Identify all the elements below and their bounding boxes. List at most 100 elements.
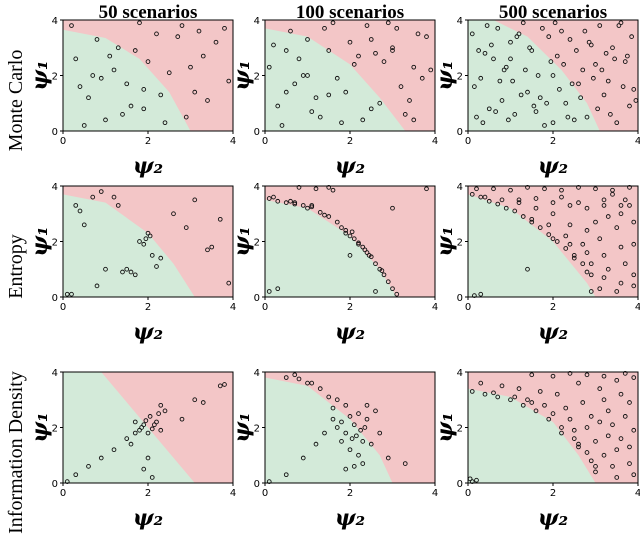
scenario-point: [179, 23, 185, 28]
x-axis-label: ψ₂: [538, 505, 568, 531]
scenario-point: [69, 23, 74, 28]
scenario-point: [576, 185, 581, 190]
scenario-point: [582, 28, 588, 34]
scenario-point: [631, 272, 637, 278]
scenario-point: [326, 48, 332, 53]
x-tick-label: 4: [432, 302, 438, 313]
scenario-point: [518, 92, 524, 98]
scenario-point: [559, 194, 564, 200]
scenario-point: [373, 50, 378, 56]
scenario-point: [149, 253, 155, 258]
scenario-point: [120, 111, 125, 117]
scenario-point: [326, 214, 332, 219]
scenario-point: [158, 427, 164, 433]
scenario-point: [480, 120, 486, 126]
scenario-point: [586, 39, 592, 45]
scenario-point: [283, 472, 289, 478]
scenario-point: [385, 20, 391, 26]
scenario-point: [550, 373, 556, 379]
scenario-point: [593, 439, 598, 444]
y-axis-label: ψ₁: [432, 226, 458, 256]
scenario-point: [584, 228, 590, 233]
scenario-point: [537, 95, 543, 101]
scenario-point: [322, 430, 327, 436]
scenario-point: [580, 400, 586, 405]
scenario-point: [525, 185, 530, 190]
scenario-point: [192, 397, 198, 403]
scenario-point: [520, 20, 526, 26]
scenario-point: [533, 196, 539, 201]
y-axis-label: ψ₁: [27, 60, 53, 90]
x-axis-label: ψ₂: [133, 319, 163, 345]
scenario-point: [525, 266, 530, 272]
scenario-point: [489, 42, 494, 48]
scenario-point: [571, 253, 577, 258]
scenario-point: [149, 426, 155, 432]
scenario-point: [612, 56, 617, 62]
x-tick-label: 2: [145, 136, 151, 147]
scenario-point: [495, 201, 501, 207]
scenario-point: [631, 241, 637, 247]
scenario-point: [625, 53, 630, 59]
scenario-point: [563, 246, 569, 251]
scenario-point: [601, 275, 607, 280]
y-tick-label: 0: [52, 479, 58, 490]
scenario-point: [559, 430, 564, 436]
scenario-point: [368, 37, 374, 42]
scenario-point: [593, 186, 598, 192]
scenario-point: [428, 67, 434, 73]
scenario-point: [616, 23, 622, 28]
x-tick-label: 4: [432, 488, 438, 499]
scenario-point: [478, 194, 484, 200]
scenario-point: [98, 75, 104, 81]
scenario-point: [364, 23, 370, 28]
scenario-point: [98, 455, 104, 461]
scenario-point: [356, 240, 361, 246]
scenario-point: [597, 286, 603, 292]
scenario-point: [339, 225, 344, 230]
scenario-point: [550, 211, 556, 217]
scenario-point: [149, 475, 155, 480]
scenario-point: [402, 461, 408, 466]
scenario-point: [474, 186, 479, 192]
scenario-point: [472, 84, 477, 89]
scenario-point: [141, 87, 147, 92]
safe-region: [468, 20, 600, 131]
scenario-point: [411, 117, 417, 123]
scenario-point: [529, 216, 535, 222]
scenario-point: [618, 211, 624, 217]
scenario-point: [565, 114, 571, 120]
scenario-point: [491, 390, 496, 396]
scenario-point: [385, 279, 391, 285]
scenario-point: [567, 416, 573, 422]
scenario-point: [90, 73, 96, 78]
scenario-point: [137, 20, 142, 26]
scenario-point: [390, 205, 395, 211]
scenario-point: [627, 461, 632, 466]
y-tick-label: 4: [457, 16, 463, 27]
scenario-point: [343, 466, 349, 472]
scenario-point: [402, 111, 408, 117]
scenario-point: [499, 98, 505, 103]
scenario-point: [77, 208, 83, 214]
scenario-point: [347, 414, 353, 419]
x-tick-label: 4: [230, 136, 236, 147]
scenario-point: [349, 229, 355, 235]
scenario-point: [266, 479, 272, 484]
y-tick-label: 0: [254, 293, 260, 304]
scenario-point: [115, 45, 121, 51]
scenario-point: [631, 87, 637, 92]
scenario-point: [192, 197, 198, 203]
scenario-point: [605, 214, 611, 219]
scenario-point: [567, 203, 573, 208]
scenario-point: [128, 103, 134, 109]
y-axis-label: ψ₁: [229, 226, 255, 256]
scenario-point: [183, 225, 189, 230]
scenario-point: [283, 89, 289, 95]
scenario-point: [520, 214, 526, 219]
scenario-point: [86, 464, 91, 469]
scenario-point: [542, 402, 547, 408]
scenario-point: [512, 208, 518, 214]
scenario-point: [322, 25, 327, 31]
scenario-point: [533, 109, 539, 114]
